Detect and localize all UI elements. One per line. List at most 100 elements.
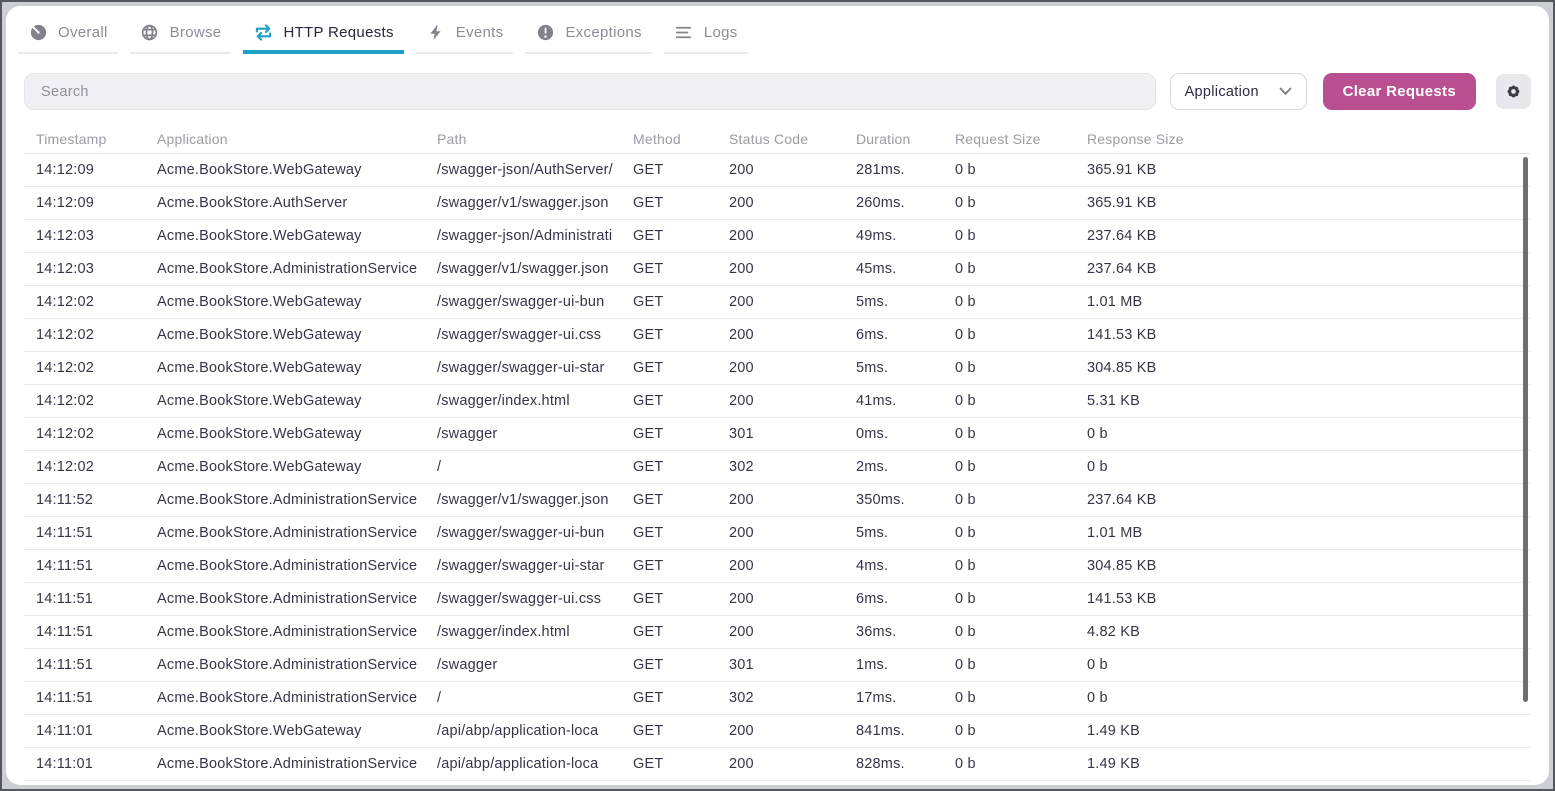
cell-duration: 5ms. (856, 360, 889, 376)
cell-method: GET (633, 393, 664, 409)
table-row[interactable]: 14:11:51 Acme.BookStore.AdministrationSer… (24, 517, 1531, 550)
cell-timestamp: 14:12:09 (36, 195, 95, 211)
cell-timestamp: 14:11:51 (36, 591, 93, 607)
cell-response-size: 1.49 KB (1087, 756, 1140, 772)
cell-response-size: 304.85 KB (1087, 558, 1157, 574)
cell-duration: 49ms. (856, 228, 897, 244)
cell-application: Acme.BookStore.AdministrationService (157, 756, 418, 772)
tab-browse[interactable]: Browse (129, 16, 232, 54)
cell-response-size: 365.91 KB (1087, 195, 1157, 211)
tab-exceptions[interactable]: Exceptions (525, 16, 652, 54)
tab-overall[interactable]: Overall (18, 16, 118, 54)
tab-logs[interactable]: Logs (663, 16, 748, 54)
table-row[interactable]: 14:12:03 Acme.BookStore.AdministrationSer… (24, 253, 1531, 286)
cell-application: Acme.BookStore.WebGateway (157, 327, 362, 343)
cell-response-size: 0 b (1087, 657, 1108, 673)
table-row[interactable]: 14:12:02 Acme.BookStore.WebGateway/swagge… (24, 418, 1531, 451)
column-header-timestamp: Timestamp (36, 131, 107, 147)
cell-request-size: 0 b (955, 261, 976, 277)
cell-method: GET (633, 294, 664, 310)
tab-bar: Overall Browse HTTP Requests Events (6, 6, 1549, 54)
cell-application: Acme.BookStore.WebGateway (157, 459, 362, 475)
table-row[interactable]: 14:11:51 Acme.BookStore.AdministrationSer… (24, 583, 1531, 616)
table-row[interactable]: 14:11:51 Acme.BookStore.AdministrationSer… (24, 649, 1531, 682)
cell-timestamp: 14:12:02 (36, 327, 95, 343)
cell-path: /swagger (437, 657, 498, 673)
cell-status-code: 200 (729, 492, 754, 508)
cell-request-size: 0 b (955, 591, 976, 607)
table-row[interactable]: 14:12:09 Acme.BookStore.AuthServer/swagge… (24, 187, 1531, 220)
search-input[interactable] (24, 73, 1156, 110)
vertical-scrollbar[interactable] (1523, 157, 1528, 702)
cell-method: GET (633, 624, 664, 640)
cell-path: / (437, 459, 442, 475)
table-row[interactable]: 14:11:51 Acme.BookStore.AdministrationSer… (24, 550, 1531, 583)
cell-request-size: 0 b (955, 756, 976, 772)
application-filter-dropdown[interactable]: Application (1169, 73, 1307, 110)
table-row[interactable]: 14:11:52 Acme.BookStore.AdministrationSer… (24, 484, 1531, 517)
cell-path: /swagger/index.html (437, 393, 570, 409)
cell-status-code: 200 (729, 228, 754, 244)
cell-method: GET (633, 228, 664, 244)
cell-status-code: 302 (729, 690, 754, 706)
cell-status-code: 200 (729, 162, 754, 178)
table-row[interactable]: 14:11:51 Acme.BookStore.AdministrationSer… (24, 616, 1531, 649)
chevron-down-icon (1279, 87, 1292, 96)
cell-method: GET (633, 360, 664, 376)
tab-http-requests[interactable]: HTTP Requests (243, 16, 404, 54)
cell-duration: 6ms. (856, 327, 889, 343)
cell-method: GET (633, 261, 664, 277)
cell-response-size: 0 b (1087, 426, 1108, 442)
cell-request-size: 0 b (955, 690, 976, 706)
toolbar: Application Clear Requests (24, 73, 1531, 110)
table-row[interactable]: 14:12:02 Acme.BookStore.WebGateway/swagge… (24, 319, 1531, 352)
tab-label: Exceptions (565, 23, 642, 41)
cell-path: /api/abp/application-loca (437, 756, 599, 772)
cell-application: Acme.BookStore.WebGateway (157, 426, 362, 442)
settings-button[interactable] (1496, 74, 1531, 109)
cell-response-size: 141.53 KB (1087, 327, 1157, 343)
cell-request-size: 0 b (955, 228, 976, 244)
cell-duration: 0ms. (856, 426, 889, 442)
cell-duration: 260ms. (856, 195, 905, 211)
cell-timestamp: 14:12:02 (36, 459, 95, 475)
table-row[interactable]: 14:11:01 Acme.BookStore.WebGateway/api/ab… (24, 715, 1531, 748)
table-row[interactable]: 14:12:03 Acme.BookStore.WebGateway/swagge… (24, 220, 1531, 253)
table-row[interactable]: 14:12:02 Acme.BookStore.WebGateway / GET 302… (24, 451, 1531, 484)
cell-status-code: 301 (729, 657, 754, 673)
cell-request-size: 0 b (955, 525, 976, 541)
cell-application: Acme.BookStore.AdministrationService (157, 525, 418, 541)
cell-duration: 350ms. (856, 492, 905, 508)
cell-status-code: 200 (729, 294, 754, 310)
cell-method: GET (633, 162, 664, 178)
cell-method: GET (633, 492, 664, 508)
cell-method: GET (633, 426, 664, 442)
table-row[interactable]: 14:12:02 Acme.BookStore.WebGateway/swagge… (24, 352, 1531, 385)
cell-application: Acme.BookStore.AuthServer (157, 195, 348, 211)
table-row[interactable]: 14:12:09 Acme.BookStore.WebGateway/swagge… (24, 154, 1531, 187)
cell-path: /swagger/swagger-ui.css (437, 327, 602, 343)
table-row[interactable]: 14:11:51 Acme.BookStore.AdministrationSer… (24, 682, 1531, 715)
cell-response-size: 304.85 KB (1087, 360, 1157, 376)
table-row[interactable]: 14:11:01 Acme.BookStore.AdministrationSer… (24, 748, 1531, 781)
column-header-response-size: Response Size (1087, 131, 1184, 147)
cell-duration: 17ms. (856, 690, 897, 706)
cell-timestamp: 14:12:09 (36, 162, 95, 178)
cell-duration: 41ms. (856, 393, 897, 409)
column-header-method: Method (633, 131, 681, 147)
cell-timestamp: 14:12:02 (36, 294, 95, 310)
cell-duration: 36ms. (856, 624, 897, 640)
table-row[interactable]: 14:12:02 Acme.BookStore.WebGateway/swagge… (24, 286, 1531, 319)
cell-method: GET (633, 327, 664, 343)
clear-requests-button[interactable]: Clear Requests (1322, 73, 1476, 110)
cell-timestamp: 14:11:51 (36, 525, 93, 541)
cell-timestamp: 14:11:51 (36, 657, 93, 673)
cell-request-size: 0 b (955, 195, 976, 211)
table-row[interactable]: 14:12:02 Acme.BookStore.WebGateway/swagge… (24, 385, 1531, 418)
http-requests-table: Timestamp Application Path Method Status Cod… (24, 125, 1531, 781)
cell-timestamp: 14:11:51 (36, 624, 93, 640)
cell-path: /api/abp/application-loca (437, 723, 599, 739)
tab-events[interactable]: Events (415, 16, 514, 54)
tab-label: HTTP Requests (283, 23, 394, 41)
